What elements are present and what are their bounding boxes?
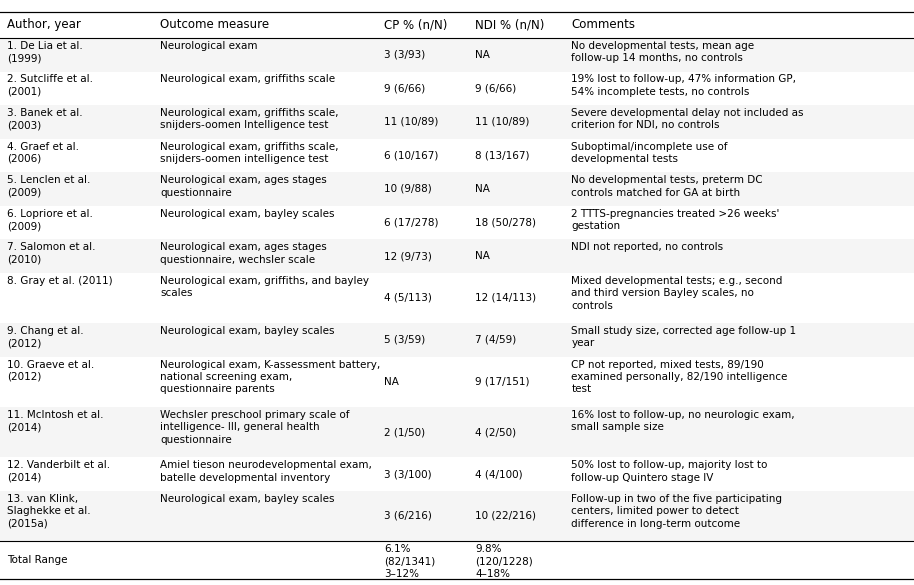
Text: 2. Sutcliffe et al.
(2001): 2. Sutcliffe et al. (2001) (7, 74, 93, 97)
Text: 9.8%
(120/1228)
4–18%: 9.8% (120/1228) 4–18% (475, 544, 533, 579)
Text: NA: NA (475, 50, 490, 60)
Text: Neurological exam, ages stages
questionnaire: Neurological exam, ages stages questionn… (160, 175, 326, 198)
Text: Small study size, corrected age follow-up 1
year: Small study size, corrected age follow-u… (571, 326, 796, 349)
Text: Neurological exam, bayley scales: Neurological exam, bayley scales (160, 326, 335, 336)
FancyBboxPatch shape (0, 239, 914, 273)
FancyBboxPatch shape (0, 407, 914, 457)
Text: Neurological exam, ages stages
questionnaire, wechsler scale: Neurological exam, ages stages questionn… (160, 242, 326, 264)
Text: 2 TTTS-pregnancies treated >26 weeks'
gestation: 2 TTTS-pregnancies treated >26 weeks' ge… (571, 209, 780, 231)
Text: Neurological exam, griffiths scale: Neurological exam, griffiths scale (160, 74, 335, 84)
Text: Neurological exam, griffiths scale,
snijders-oomen intelligence test: Neurological exam, griffiths scale, snij… (160, 142, 338, 164)
Text: 19% lost to follow-up, 47% information GP,
54% incomplete tests, no controls: 19% lost to follow-up, 47% information G… (571, 74, 796, 97)
Text: Neurological exam, bayley scales: Neurological exam, bayley scales (160, 494, 335, 504)
Text: 5. Lenclen et al.
(2009): 5. Lenclen et al. (2009) (7, 175, 90, 198)
Text: Neurological exam, K-assessment battery,
national screening exam,
questionnaire : Neurological exam, K-assessment battery,… (160, 360, 380, 394)
Text: 6 (17/278): 6 (17/278) (384, 218, 439, 228)
Text: 1. De Lia et al.
(1999): 1. De Lia et al. (1999) (7, 41, 83, 63)
Text: 4 (4/100): 4 (4/100) (475, 469, 523, 479)
Text: 16% lost to follow-up, no neurologic exam,
small sample size: 16% lost to follow-up, no neurologic exa… (571, 410, 795, 432)
Text: 13. van Klink,
Slaghekke et al.
(2015a): 13. van Klink, Slaghekke et al. (2015a) (7, 494, 90, 528)
Text: 9 (6/66): 9 (6/66) (475, 83, 516, 94)
Text: 2 (1/50): 2 (1/50) (384, 427, 425, 437)
Text: 3. Banek et al.
(2003): 3. Banek et al. (2003) (7, 108, 83, 130)
Text: 3 (3/100): 3 (3/100) (384, 469, 431, 479)
Text: Neurological exam, bayley scales: Neurological exam, bayley scales (160, 209, 335, 219)
Text: 11. McIntosh et al.
(2014): 11. McIntosh et al. (2014) (7, 410, 104, 432)
FancyBboxPatch shape (0, 71, 914, 105)
Text: Follow-up in two of the five participating
centers, limited power to detect
diff: Follow-up in two of the five participati… (571, 494, 782, 528)
Text: 8. Gray et al. (2011): 8. Gray et al. (2011) (7, 276, 113, 285)
Text: Total Range: Total Range (7, 555, 68, 565)
Text: 6. Lopriore et al.
(2009): 6. Lopriore et al. (2009) (7, 209, 93, 231)
Text: 11 (10/89): 11 (10/89) (384, 117, 438, 127)
FancyBboxPatch shape (0, 357, 914, 407)
Text: 12 (14/113): 12 (14/113) (475, 293, 537, 303)
Text: 10 (9/88): 10 (9/88) (384, 184, 431, 194)
Text: 5 (3/59): 5 (3/59) (384, 335, 425, 345)
FancyBboxPatch shape (0, 541, 914, 579)
FancyBboxPatch shape (0, 457, 914, 491)
Text: 9. Chang et al.
(2012): 9. Chang et al. (2012) (7, 326, 84, 349)
Text: 10. Graeve et al.
(2012): 10. Graeve et al. (2012) (7, 360, 94, 382)
FancyBboxPatch shape (0, 105, 914, 139)
FancyBboxPatch shape (0, 491, 914, 541)
Text: No developmental tests, mean age
follow-up 14 months, no controls: No developmental tests, mean age follow-… (571, 41, 754, 63)
Text: 9 (17/151): 9 (17/151) (475, 377, 530, 387)
Text: 11 (10/89): 11 (10/89) (475, 117, 529, 127)
Text: 4. Graef et al.
(2006): 4. Graef et al. (2006) (7, 142, 80, 164)
Text: 3 (3/93): 3 (3/93) (384, 50, 425, 60)
Text: Amiel tieson neurodevelopmental exam,
batelle developmental inventory: Amiel tieson neurodevelopmental exam, ba… (160, 460, 372, 483)
FancyBboxPatch shape (0, 273, 914, 323)
Text: Wechsler preschool primary scale of
intelligence- III, general health
questionna: Wechsler preschool primary scale of inte… (160, 410, 349, 445)
Text: Neurological exam, griffiths, and bayley
scales: Neurological exam, griffiths, and bayley… (160, 276, 369, 298)
Text: 4 (5/113): 4 (5/113) (384, 293, 431, 303)
Text: NDI not reported, no controls: NDI not reported, no controls (571, 242, 723, 252)
Text: Outcome measure: Outcome measure (160, 18, 269, 32)
Text: 6 (10/167): 6 (10/167) (384, 150, 438, 160)
Text: 6.1%
(82/1341)
3–12%: 6.1% (82/1341) 3–12% (384, 544, 435, 579)
Text: 8 (13/167): 8 (13/167) (475, 150, 530, 160)
Text: 3 (6/216): 3 (6/216) (384, 511, 431, 521)
Text: NA: NA (475, 251, 490, 261)
Text: NA: NA (384, 377, 399, 387)
Text: 50% lost to follow-up, majority lost to
follow-up Quintero stage IV: 50% lost to follow-up, majority lost to … (571, 460, 768, 483)
Text: 12 (9/73): 12 (9/73) (384, 251, 431, 261)
Text: 18 (50/278): 18 (50/278) (475, 218, 537, 228)
Text: Comments: Comments (571, 18, 635, 32)
FancyBboxPatch shape (0, 139, 914, 172)
Text: 7 (4/59): 7 (4/59) (475, 335, 516, 345)
FancyBboxPatch shape (0, 206, 914, 239)
Text: 7. Salomon et al.
(2010): 7. Salomon et al. (2010) (7, 242, 96, 264)
Text: CP % (n/N): CP % (n/N) (384, 18, 447, 32)
Text: Author, year: Author, year (7, 18, 81, 32)
Text: 4 (2/50): 4 (2/50) (475, 427, 516, 437)
Text: NDI % (n/N): NDI % (n/N) (475, 18, 545, 32)
Text: Severe developmental delay not included as
criterion for NDI, no controls: Severe developmental delay not included … (571, 108, 803, 130)
FancyBboxPatch shape (0, 323, 914, 357)
Text: Neurological exam: Neurological exam (160, 41, 258, 51)
Text: CP not reported, mixed tests, 89/190
examined personally, 82/190 intelligence
te: CP not reported, mixed tests, 89/190 exa… (571, 360, 788, 394)
Text: 9 (6/66): 9 (6/66) (384, 83, 425, 94)
FancyBboxPatch shape (0, 38, 914, 71)
Text: Suboptimal/incomplete use of
developmental tests: Suboptimal/incomplete use of development… (571, 142, 728, 164)
FancyBboxPatch shape (0, 12, 914, 38)
Text: No developmental tests, preterm DC
controls matched for GA at birth: No developmental tests, preterm DC contr… (571, 175, 763, 198)
Text: Neurological exam, griffiths scale,
snijders-oomen Intelligence test: Neurological exam, griffiths scale, snij… (160, 108, 338, 130)
FancyBboxPatch shape (0, 172, 914, 206)
Text: NA: NA (475, 184, 490, 194)
Text: 12. Vanderbilt et al.
(2014): 12. Vanderbilt et al. (2014) (7, 460, 111, 483)
Text: 10 (22/216): 10 (22/216) (475, 511, 537, 521)
Text: Mixed developmental tests; e.g., second
and third version Bayley scales, no
cont: Mixed developmental tests; e.g., second … (571, 276, 782, 311)
